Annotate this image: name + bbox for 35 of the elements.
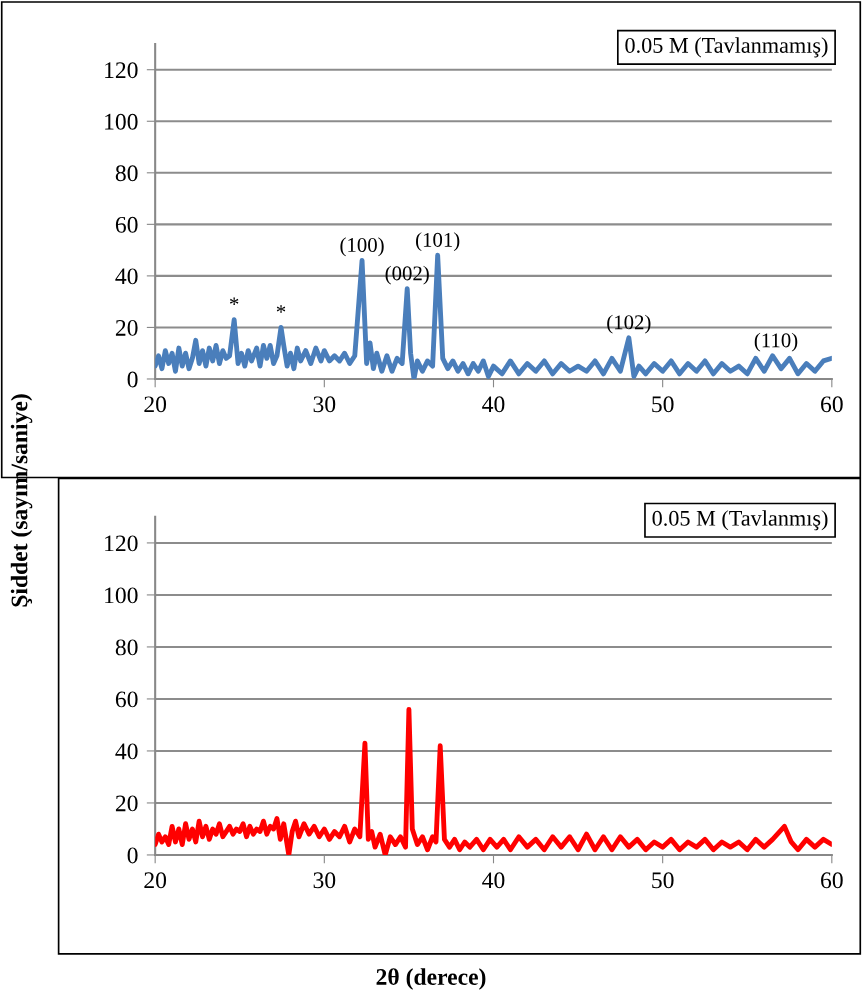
y-tick-label: 120	[105, 535, 138, 552]
annotation: (102)	[607, 314, 651, 334]
y-tick-label: 0	[127, 847, 138, 864]
x-tick-label: 30	[313, 396, 336, 413]
y-tick-label: 80	[115, 165, 138, 182]
y-tick-label: 20	[115, 319, 138, 336]
y-tick-label: 40	[115, 268, 138, 285]
x-axis-title: 2θ (derece)	[376, 968, 486, 990]
x-tick-label: 60	[821, 396, 843, 413]
annotation: *	[276, 305, 286, 313]
y-tick-label: 100	[105, 587, 138, 604]
x-tick-label: 50	[652, 396, 674, 413]
annotation: (100)	[340, 237, 384, 257]
y-tick-label: 40	[115, 743, 138, 760]
annotation: *	[229, 297, 239, 306]
annotation: (002)	[385, 265, 429, 285]
x-tick-label: 20	[144, 872, 167, 889]
x-tick-label: 20	[144, 396, 167, 413]
annotation: (101)	[416, 232, 460, 252]
annotation: (110)	[754, 332, 798, 352]
y-tick-label: 0	[127, 371, 138, 388]
y-tick-label: 60	[115, 691, 138, 708]
y-axis-title: Şiddet (sayım/saniye)	[10, 394, 33, 607]
y-tick-label: 120	[105, 62, 138, 79]
chart-title: 0.05 M (Tavlanmış)	[652, 510, 828, 531]
y-tick-label: 100	[105, 113, 138, 130]
x-tick-label: 60	[821, 872, 843, 889]
y-tick-label: 60	[115, 216, 138, 233]
x-tick-label: 30	[313, 872, 336, 889]
chart-title: 0.05 M (Tavlanmamış)	[625, 37, 828, 58]
y-tick-label: 20	[115, 795, 138, 812]
x-tick-label: 40	[482, 396, 505, 413]
y-tick-label: 80	[115, 639, 138, 656]
x-tick-label: 50	[652, 872, 674, 889]
x-tick-label: 40	[482, 872, 505, 889]
